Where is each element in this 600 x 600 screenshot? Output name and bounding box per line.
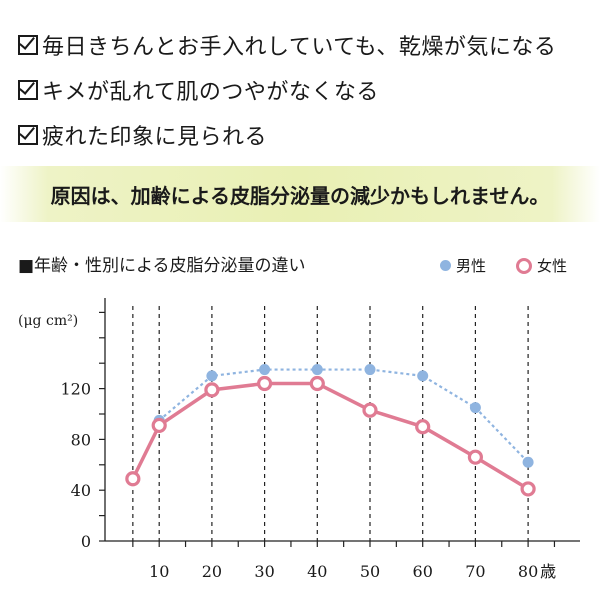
male-data-point xyxy=(206,370,218,382)
chart-title: ■年齢・性別による皮脂分泌量の違い xyxy=(18,256,306,276)
checklist-text: キメが乱れて肌のつやがなくなる xyxy=(42,79,379,105)
female-data-point xyxy=(151,417,167,434)
x-tick-label: 80 xyxy=(518,562,538,581)
checklist-item: 疲れた印象に見られる xyxy=(18,112,556,157)
female-series-line xyxy=(131,381,530,491)
x-tick-label: 20 xyxy=(202,562,222,581)
female-data-point xyxy=(204,382,220,398)
checklist-item: 毎日きちんとお手入れしていても、乾燥が気になる xyxy=(18,22,556,67)
x-axis-unit: 歳 xyxy=(540,562,556,581)
y-tick-label: 80 xyxy=(71,430,91,449)
y-tick-label: 0 xyxy=(81,532,91,551)
x-tick-label: 50 xyxy=(360,562,380,581)
male-data-point xyxy=(469,402,481,414)
legend-female-label: 女性 xyxy=(537,257,568,275)
female-data-point xyxy=(415,419,431,435)
female-data-point xyxy=(309,375,325,392)
female-data-point xyxy=(362,402,378,418)
checkbox-checked-icon xyxy=(18,122,38,145)
legend-male-label: 男性 xyxy=(456,257,487,275)
male-data-point xyxy=(417,370,429,382)
y-tick-label: 120 xyxy=(60,380,91,399)
legend-female: 女性 xyxy=(516,255,567,276)
legend-male: 男性 xyxy=(440,255,486,276)
male-dot-icon xyxy=(440,260,451,271)
female-ring-icon xyxy=(516,257,532,274)
checkbox-checked-icon xyxy=(18,32,38,55)
male-data-point xyxy=(259,364,271,376)
checklist-text: 疲れた印象に見られる xyxy=(42,124,268,150)
male-series-line xyxy=(158,368,529,464)
x-tick-label: 10 xyxy=(149,562,169,581)
checklist-item: キメが乱れて肌のつやがなくなる xyxy=(18,67,556,112)
x-tick-label: 40 xyxy=(307,562,327,581)
male-data-point xyxy=(311,364,323,376)
cause-banner: 原因は、加齢による皮脂分泌量の減少かもしれません。 xyxy=(0,166,600,222)
checkbox-checked-icon xyxy=(18,77,38,100)
x-tick-label: 30 xyxy=(254,562,274,581)
checklist-text: 毎日きちんとお手入れしていても、乾燥が気になる xyxy=(42,34,557,60)
banner-text: 原因は、加齢による皮脂分泌量の減少かもしれません。 xyxy=(50,184,550,208)
male-data-point xyxy=(522,456,534,468)
female-data-point xyxy=(125,471,141,487)
y-tick-label: 40 xyxy=(71,481,91,500)
x-tick-label: 70 xyxy=(465,562,485,581)
symptom-checklist: 毎日きちんとお手入れしていても、乾燥が気になる キメが乱れて肌のつやがなくなる … xyxy=(18,22,556,157)
female-data-point xyxy=(520,481,536,497)
female-data-point xyxy=(467,449,483,465)
male-data-point xyxy=(364,364,376,376)
female-data-point xyxy=(257,375,273,392)
x-tick-label: 60 xyxy=(413,562,433,581)
y-axis-unit: (μg cm²) xyxy=(18,313,78,329)
